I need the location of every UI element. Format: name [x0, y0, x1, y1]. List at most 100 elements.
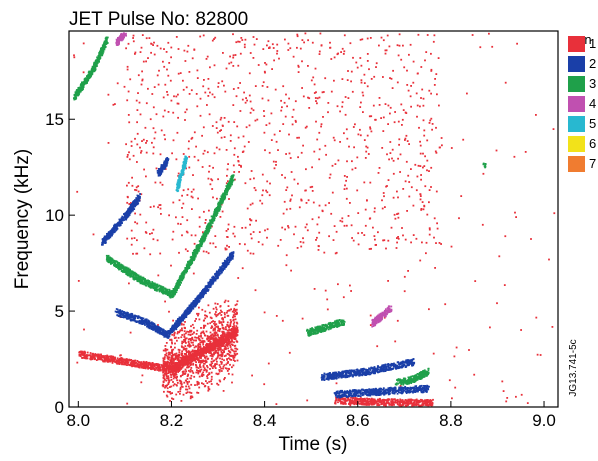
mode-n1-point [126, 99, 129, 102]
mode-n1-point [241, 267, 244, 270]
mode-n1-point [259, 199, 262, 202]
mode-n2-point [164, 333, 166, 336]
mode-n1-point [230, 359, 233, 361]
mode-n1-point [378, 97, 381, 99]
mode-n1-point [230, 328, 233, 330]
mode-n1-point [359, 134, 362, 137]
mode-n1-point [179, 392, 181, 395]
mode-n1-point [153, 137, 156, 140]
mode-n1-point [227, 163, 229, 165]
mode-n1-point [333, 139, 336, 142]
mode-n1-point [83, 357, 86, 359]
mode-n1-point [185, 370, 187, 373]
mode-n1-point [195, 358, 198, 360]
mode-n1-point [283, 101, 286, 104]
mode-n1-point [365, 150, 368, 153]
mode-n1-point [141, 140, 143, 142]
mode-n1-point [180, 400, 183, 402]
mode-n1-point [253, 43, 256, 46]
mode-n1-point [233, 352, 236, 355]
mode-n1-point [226, 336, 229, 338]
mode-n1-point [140, 193, 143, 196]
mode-n1-point [188, 391, 191, 394]
mode-n1-point [374, 118, 377, 121]
mode-n1-point [122, 363, 125, 366]
mode-n1-point [97, 357, 100, 360]
mode-n1-point [255, 38, 258, 40]
mode-n1-point [163, 109, 166, 112]
mode-n2-point [116, 223, 118, 225]
mode-n1-point [224, 90, 227, 93]
mode-n1-point [292, 108, 295, 111]
mode-n1-point [239, 52, 242, 55]
mode-n1-point [219, 339, 222, 341]
mode-n1-point [224, 346, 226, 348]
mode-n1-point [229, 328, 231, 331]
mode-n1-point [180, 385, 183, 388]
mode-n1-point [159, 367, 161, 370]
mode-n1-point [430, 400, 432, 402]
mode-n1-point [116, 357, 119, 360]
mode-n1-point [236, 326, 239, 329]
mode-n2-point [117, 224, 120, 227]
mode-n1-point [209, 337, 211, 339]
mode-n1-point [205, 355, 208, 358]
mode-n1-point [226, 329, 229, 332]
mode-n1-point [468, 349, 470, 351]
mode-n1-point [501, 380, 504, 383]
mode-n1-point [202, 383, 205, 385]
mode-n1-point [181, 360, 184, 363]
mode-n2-point [152, 323, 155, 326]
mode-n1-point [213, 365, 216, 368]
mode-n1-point [428, 201, 430, 204]
mode-n1-point [223, 351, 225, 353]
mode-n1-point [228, 198, 230, 200]
mode-n2-point [133, 208, 136, 210]
mode-n1-point [83, 350, 86, 353]
mode-n1-point [223, 342, 226, 345]
mode-n1-point [432, 352, 435, 355]
mode-n1-point [218, 337, 221, 340]
mode-n1-point [416, 115, 418, 118]
mode-n1-point [131, 237, 133, 240]
mode-n1-point [265, 63, 268, 66]
mode-n1-point [252, 36, 255, 38]
mode-n1-point [232, 316, 234, 319]
mode-n1-point [154, 363, 156, 366]
mode-n1-point [438, 242, 441, 244]
mode-n1-point [170, 346, 172, 349]
mode-n1-point [208, 346, 211, 348]
mode-n1-point [101, 359, 104, 361]
mode-n1-point [176, 359, 179, 361]
mode-n1-point [134, 51, 137, 54]
mode-n1-point [194, 320, 196, 322]
mode-n1-point [168, 379, 171, 382]
mode-n1-point [207, 304, 210, 307]
mode-n1-point [78, 351, 81, 353]
mode-n1-point [204, 356, 206, 359]
mode-n1-point [150, 364, 153, 367]
mode-n1-point [324, 77, 327, 80]
mode-n1-point [169, 386, 171, 388]
mode-n1-point [227, 338, 229, 340]
mode-n1-point [186, 383, 189, 385]
mode-n1-point [409, 400, 411, 403]
mode-n2-point [106, 233, 108, 235]
mode-n1-point [164, 345, 167, 347]
mode-n1-point [482, 172, 485, 175]
mode-n1-point [235, 328, 237, 331]
mode-n1-point [370, 399, 372, 402]
mode-n1-point [333, 56, 336, 59]
mode-n1-point [217, 82, 220, 84]
mode-n1-point [218, 364, 221, 366]
mode-n1-point [427, 399, 429, 401]
mode-n1-point [202, 371, 204, 374]
mode-n1-point [341, 47, 344, 50]
mode-n1-point [124, 363, 127, 366]
mode-n1-point [398, 402, 401, 405]
mode-n2-point [129, 211, 132, 214]
mode-n1-point [393, 121, 396, 124]
mode-n1-point [261, 85, 264, 87]
mode-n2-point [116, 308, 119, 311]
mode-n1-point [430, 70, 433, 72]
